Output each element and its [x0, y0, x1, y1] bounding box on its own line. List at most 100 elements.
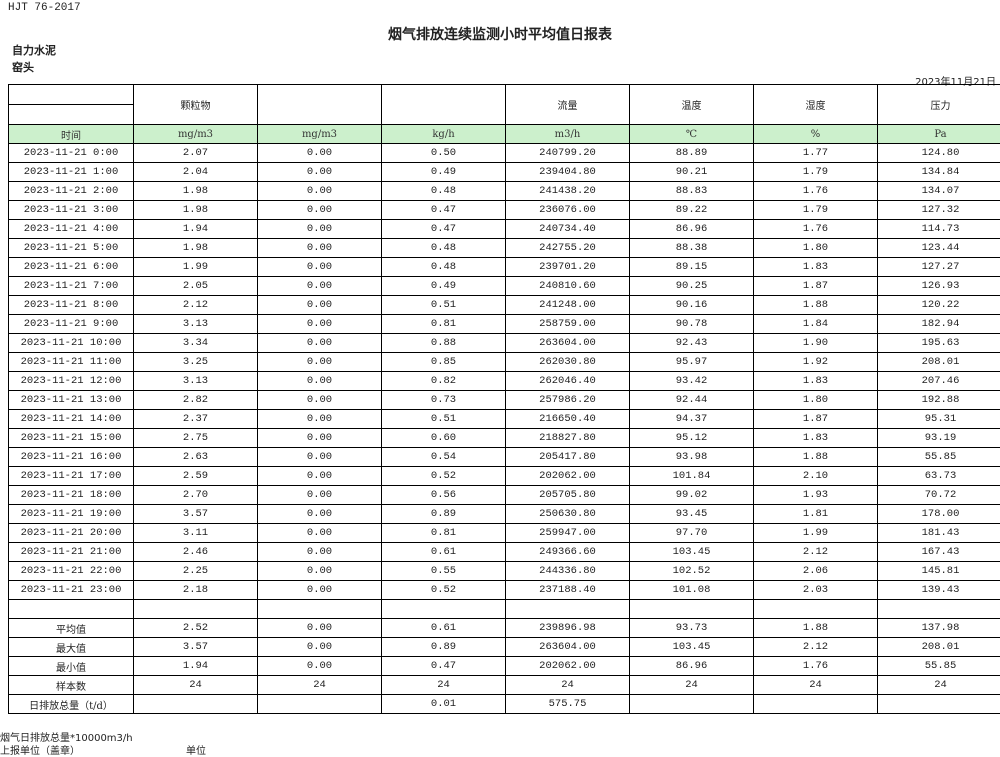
- time-cell: 2023-11-21 20:00: [9, 524, 134, 543]
- unit-cell: 时间: [9, 125, 134, 144]
- unit-cell: %: [754, 125, 878, 144]
- value-cell: 241438.20: [506, 182, 630, 201]
- value-cell: 2.37: [134, 410, 258, 429]
- value-cell: 126.93: [878, 277, 1000, 296]
- value-cell: 0.00: [258, 372, 382, 391]
- value-cell: 2.82: [134, 391, 258, 410]
- value-cell: 102.52: [630, 562, 754, 581]
- value-cell: 0.85: [382, 353, 506, 372]
- value-cell: 89.15: [630, 258, 754, 277]
- value-cell: 90.16: [630, 296, 754, 315]
- value-cell: 0.00: [258, 429, 382, 448]
- value-cell: 0.88: [382, 334, 506, 353]
- value-cell: 103.45: [630, 543, 754, 562]
- value-cell: 241248.00: [506, 296, 630, 315]
- value-cell: 239896.98: [506, 619, 630, 638]
- value-cell: 2.63: [134, 448, 258, 467]
- value-cell: 208.01: [878, 353, 1000, 372]
- value-cell: 2.10: [754, 467, 878, 486]
- value-cell: 1.92: [754, 353, 878, 372]
- value-cell: 0.56: [382, 486, 506, 505]
- time-cell: 2023-11-21 16:00: [9, 448, 134, 467]
- value-cell: 24: [754, 676, 878, 695]
- value-cell: 2.25: [134, 562, 258, 581]
- value-cell: 0.00: [258, 201, 382, 220]
- value-cell: 3.13: [134, 372, 258, 391]
- header-cell: 压力: [878, 85, 1000, 125]
- value-cell: 70.72: [878, 486, 1000, 505]
- value-cell: 1.99: [754, 524, 878, 543]
- header-corner-bottom: [9, 105, 134, 125]
- value-cell: 0.00: [258, 562, 382, 581]
- value-cell: 2.06: [754, 562, 878, 581]
- value-cell: 0.00: [258, 353, 382, 372]
- value-cell: 205417.80: [506, 448, 630, 467]
- time-cell: [9, 600, 134, 619]
- time-cell: 2023-11-21 18:00: [9, 486, 134, 505]
- value-cell: [134, 600, 258, 619]
- unit-cell: m3/h: [506, 125, 630, 144]
- value-cell: 207.46: [878, 372, 1000, 391]
- value-cell: 1.84: [754, 315, 878, 334]
- value-cell: 0.51: [382, 296, 506, 315]
- time-cell: 2023-11-21 3:00: [9, 201, 134, 220]
- value-cell: 192.88: [878, 391, 1000, 410]
- value-cell: 1.88: [754, 296, 878, 315]
- value-cell: 0.47: [382, 201, 506, 220]
- value-cell: 145.81: [878, 562, 1000, 581]
- value-cell: 0.00: [258, 258, 382, 277]
- value-cell: 94.37: [630, 410, 754, 429]
- time-cell: 2023-11-21 21:00: [9, 543, 134, 562]
- value-cell: 575.75: [506, 695, 630, 714]
- value-cell: 237188.40: [506, 581, 630, 600]
- value-cell: 181.43: [878, 524, 1000, 543]
- value-cell: 1.94: [134, 657, 258, 676]
- value-cell: 2.12: [754, 638, 878, 657]
- value-cell: 134.84: [878, 163, 1000, 182]
- value-cell: 0.00: [258, 296, 382, 315]
- value-cell: 86.96: [630, 657, 754, 676]
- value-cell: 1.79: [754, 163, 878, 182]
- report-title: 烟气排放连续监测小时平均值日报表: [0, 24, 1000, 44]
- value-cell: 0.54: [382, 448, 506, 467]
- header-corner-top: [9, 85, 134, 105]
- value-cell: [754, 695, 878, 714]
- value-cell: 1.88: [754, 619, 878, 638]
- unit-cell: mg/m3: [134, 125, 258, 144]
- value-cell: 97.70: [630, 524, 754, 543]
- value-cell: 0.48: [382, 182, 506, 201]
- value-cell: 0.60: [382, 429, 506, 448]
- value-cell: 0.00: [258, 182, 382, 201]
- value-cell: 1.80: [754, 391, 878, 410]
- header-cell: [382, 85, 506, 125]
- value-cell: 0.00: [258, 486, 382, 505]
- value-cell: 99.02: [630, 486, 754, 505]
- value-cell: 24: [258, 676, 382, 695]
- time-cell: 2023-11-21 1:00: [9, 163, 134, 182]
- value-cell: 2.75: [134, 429, 258, 448]
- value-cell: 0.48: [382, 239, 506, 258]
- value-cell: 95.97: [630, 353, 754, 372]
- value-cell: [630, 600, 754, 619]
- value-cell: 101.08: [630, 581, 754, 600]
- value-cell: 101.84: [630, 467, 754, 486]
- time-cell: 2023-11-21 12:00: [9, 372, 134, 391]
- value-cell: 205705.80: [506, 486, 630, 505]
- value-cell: 1.94: [134, 220, 258, 239]
- value-cell: 0.00: [258, 163, 382, 182]
- value-cell: 1.83: [754, 372, 878, 391]
- value-cell: 258759.00: [506, 315, 630, 334]
- value-cell: 208.01: [878, 638, 1000, 657]
